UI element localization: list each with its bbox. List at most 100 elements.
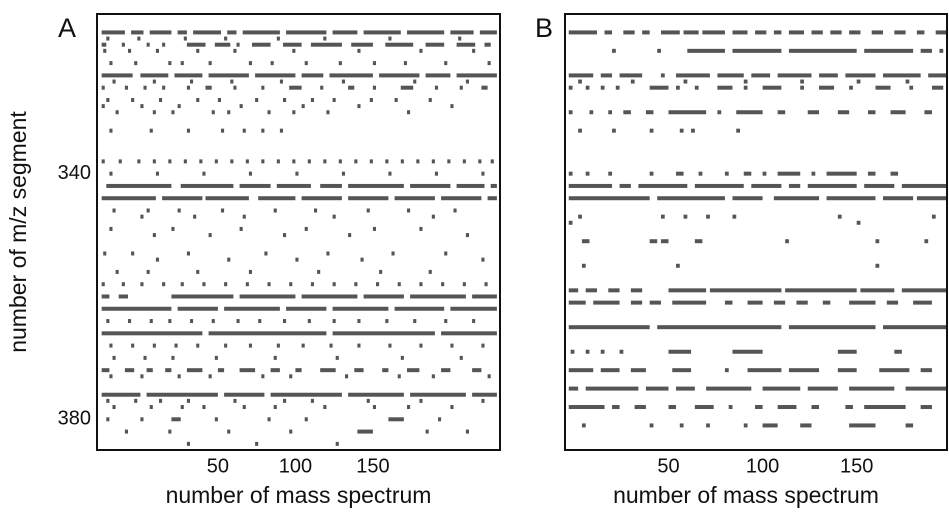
segment-mark bbox=[162, 196, 203, 201]
segment-mark bbox=[205, 196, 249, 201]
segment-mark bbox=[101, 331, 203, 336]
segment-mark bbox=[465, 233, 469, 238]
segment-mark bbox=[146, 208, 150, 213]
segment-mark bbox=[199, 159, 203, 164]
segment-mark bbox=[894, 30, 906, 35]
segment-mark bbox=[332, 214, 336, 219]
segment-mark bbox=[394, 306, 445, 311]
x-tick-label: 50 bbox=[657, 455, 679, 477]
segment-mark bbox=[811, 30, 823, 35]
segment-mark bbox=[202, 405, 206, 410]
segment-mark bbox=[301, 196, 342, 201]
segment-mark bbox=[807, 110, 820, 115]
segment-mark bbox=[242, 128, 246, 133]
segment-mark bbox=[849, 85, 853, 90]
segment-mark bbox=[724, 171, 729, 176]
segment-mark bbox=[447, 159, 451, 164]
segment-mark bbox=[807, 183, 857, 188]
segment-mark bbox=[581, 239, 590, 244]
segment-mark bbox=[388, 36, 392, 41]
segment-mark bbox=[634, 405, 646, 410]
segment-mark bbox=[242, 405, 246, 410]
segment-mark bbox=[472, 319, 476, 324]
segment-mark bbox=[568, 183, 613, 188]
segment-mark bbox=[777, 73, 812, 78]
segment-mark bbox=[400, 159, 404, 164]
segment-mark bbox=[276, 183, 311, 188]
segment-mark bbox=[619, 73, 643, 78]
segment-mark bbox=[248, 61, 252, 66]
segment-mark bbox=[743, 79, 748, 84]
segment-mark bbox=[307, 159, 311, 164]
segment-mark bbox=[217, 368, 225, 373]
segment-mark bbox=[679, 423, 684, 428]
segment-mark bbox=[456, 73, 497, 78]
segment-mark bbox=[397, 374, 401, 379]
segment-mark bbox=[717, 110, 722, 115]
segment-mark bbox=[864, 405, 906, 410]
segment-mark bbox=[849, 30, 861, 35]
x-tick-label: 100 bbox=[279, 455, 312, 477]
segment-mark bbox=[751, 73, 771, 78]
segment-mark bbox=[137, 159, 141, 164]
segment-mark bbox=[101, 392, 141, 397]
segment-mark bbox=[217, 97, 221, 102]
segment-mark bbox=[372, 405, 376, 410]
segment-mark bbox=[233, 398, 237, 403]
segment-mark bbox=[773, 300, 786, 305]
segment-mark bbox=[645, 110, 654, 115]
segment-mark bbox=[155, 171, 159, 176]
segment-mark bbox=[687, 48, 725, 53]
segment-mark bbox=[252, 42, 271, 47]
segment-mark bbox=[186, 85, 190, 90]
segment-mark bbox=[101, 282, 105, 287]
segment-mark bbox=[320, 183, 342, 188]
segment-mark bbox=[487, 61, 491, 66]
segment-mark bbox=[283, 233, 287, 238]
segment-mark bbox=[755, 30, 767, 35]
segment-mark bbox=[101, 294, 110, 299]
segment-mark bbox=[131, 251, 135, 256]
segment-mark bbox=[407, 110, 411, 115]
segment-mark bbox=[140, 104, 144, 109]
segment-mark bbox=[149, 128, 153, 133]
segment-mark bbox=[413, 79, 417, 84]
segment-mark bbox=[230, 159, 234, 164]
segment-mark bbox=[604, 30, 613, 35]
segment-mark bbox=[732, 196, 763, 201]
segment-mark bbox=[660, 73, 665, 78]
segment-mark bbox=[131, 97, 135, 102]
segment-mark bbox=[751, 183, 782, 188]
segment-mark bbox=[341, 79, 345, 84]
segment-mark bbox=[143, 355, 147, 360]
segment-mark bbox=[755, 405, 763, 410]
segment-mark bbox=[612, 48, 616, 53]
segment-mark bbox=[149, 405, 153, 410]
segment-mark bbox=[568, 368, 594, 373]
segment-mark bbox=[208, 61, 212, 66]
segment-mark bbox=[304, 226, 308, 231]
segment-mark bbox=[568, 386, 579, 391]
segment-mark bbox=[472, 294, 497, 299]
segment-mark bbox=[255, 441, 259, 446]
y-tick-label: 340 bbox=[58, 162, 91, 184]
segment-mark bbox=[354, 159, 358, 164]
segment-mark bbox=[106, 417, 110, 422]
segment-mark bbox=[649, 171, 654, 176]
segment-mark bbox=[270, 368, 280, 373]
segment-mark bbox=[939, 48, 944, 53]
segment-mark bbox=[600, 349, 605, 354]
segment-mark bbox=[913, 300, 932, 305]
segment-mark bbox=[101, 306, 172, 311]
segment-mark bbox=[152, 159, 156, 164]
segment-mark bbox=[171, 294, 234, 299]
segment-mark bbox=[177, 306, 218, 311]
segment-mark bbox=[283, 97, 287, 102]
segment-mark bbox=[202, 171, 206, 176]
segment-mark bbox=[645, 386, 669, 391]
segment-mark bbox=[920, 368, 932, 373]
segment-mark bbox=[811, 171, 816, 176]
segment-mark bbox=[159, 398, 163, 403]
segment-mark bbox=[245, 159, 249, 164]
segment-mark bbox=[317, 269, 321, 274]
